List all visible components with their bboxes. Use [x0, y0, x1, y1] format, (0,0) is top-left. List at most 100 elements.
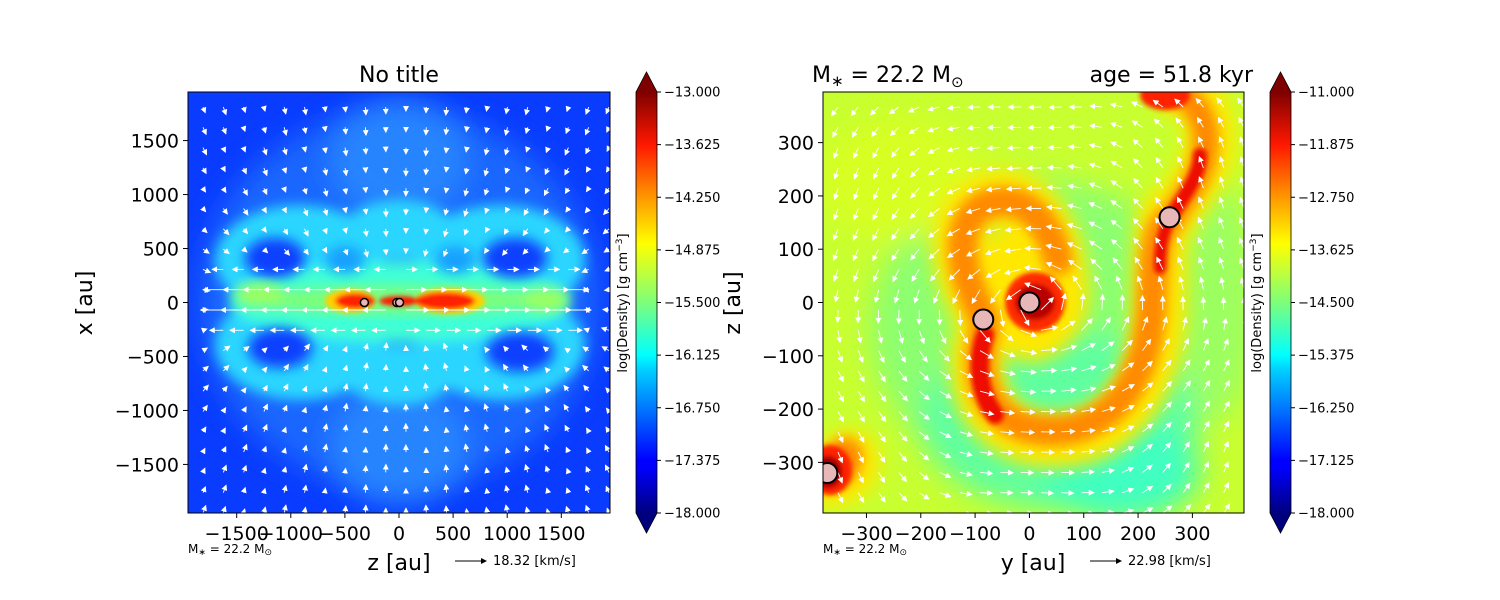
velocity-arrow	[260, 105, 267, 112]
velocity-arrow	[463, 208, 469, 217]
velocity-arrow	[423, 147, 430, 157]
velocity-arrow	[1000, 389, 1016, 396]
velocity-arrow	[321, 366, 328, 373]
velocity-arrow	[1046, 204, 1062, 211]
velocity-arrow	[301, 188, 308, 195]
velocity-arrow	[1239, 176, 1244, 189]
velocity-arrow	[1020, 388, 1037, 395]
velocity-arrow	[948, 269, 961, 281]
velocity-arrow	[1020, 368, 1037, 375]
velocity-arrow	[545, 386, 552, 394]
velocity-arrow	[583, 384, 590, 392]
y-tick-label: −300	[762, 452, 814, 474]
velocity-arrow	[442, 342, 449, 351]
x-tick-label: 500	[435, 523, 471, 545]
velocity-arrow	[838, 512, 839, 513]
velocity-arrow	[1090, 258, 1103, 270]
velocity-arrow	[1217, 116, 1225, 128]
sink-particle	[394, 297, 405, 308]
velocity-arrow	[1153, 118, 1164, 128]
velocity-arrow	[604, 464, 610, 473]
velocity-arrow	[544, 424, 550, 432]
velocity-arrow	[282, 345, 289, 353]
velocity-arrow	[1079, 293, 1086, 311]
velocity-arrow	[878, 512, 880, 513]
colorbar-tick-label: −13.625	[664, 138, 720, 153]
velocity-arrow	[222, 228, 230, 236]
velocity-arrow	[363, 362, 369, 371]
velocity-arrow	[261, 506, 268, 513]
velocity-arrow	[1088, 123, 1102, 130]
velocity-arrow	[1162, 359, 1172, 372]
velocity-arrow	[342, 364, 349, 372]
velocity-arrow	[980, 450, 994, 457]
velocity-arrow	[281, 426, 287, 434]
velocity-arrow	[1004, 226, 1021, 233]
panel-left-title: No title	[359, 63, 439, 88]
velocity-arrow	[1110, 200, 1123, 209]
velocity-arrow	[504, 167, 511, 175]
velocity-arrow	[1203, 379, 1211, 392]
velocity-arrow	[463, 188, 470, 197]
velocity-arrow	[582, 346, 589, 353]
velocity-arrow	[604, 266, 610, 272]
velocity-arrow	[282, 228, 289, 236]
velocity-arrow	[524, 484, 531, 493]
velocity-arrow	[1122, 446, 1135, 453]
velocity-arrow	[543, 187, 550, 197]
velocity-arrow	[321, 147, 328, 154]
velocity-arrow	[484, 445, 490, 453]
velocity-arrow	[930, 269, 940, 282]
velocity-arrow	[965, 187, 981, 194]
velocity-arrow	[927, 228, 940, 239]
velocity-arrow	[483, 147, 490, 156]
velocity-arrow	[1040, 346, 1058, 353]
velocity-arrow	[423, 363, 430, 371]
velocity-arrow	[565, 505, 571, 513]
velocity-arrow	[979, 330, 991, 344]
velocity-arrow	[301, 166, 308, 173]
velocity-arrow	[1182, 482, 1191, 493]
velocity-arrow	[1198, 276, 1205, 290]
velocity-arrow	[342, 248, 349, 256]
velocity-arrow	[878, 411, 887, 423]
velocity-arrow	[342, 147, 349, 157]
velocity-arrow	[322, 423, 329, 432]
velocity-arrow	[1203, 503, 1211, 513]
velocity-arrow	[837, 390, 845, 403]
velocity-arrow	[524, 445, 531, 453]
velocity-arrow	[910, 187, 920, 199]
y-tick-label: −100	[762, 346, 814, 368]
velocity-arrow	[464, 146, 470, 153]
sink-particles-right	[823, 206, 1181, 485]
velocity-arrow	[503, 345, 510, 353]
x-tick-label: 1500	[537, 523, 585, 545]
velocity-arrow	[563, 403, 570, 412]
y-tick-label: −500	[127, 346, 179, 368]
velocity-arrow	[1243, 440, 1244, 453]
velocity-arrow	[484, 506, 491, 513]
velocity-arrow	[966, 166, 981, 173]
velocity-arrow	[1218, 196, 1225, 209]
velocity-arrow	[302, 484, 308, 493]
velocity-arrow	[965, 248, 981, 257]
velocity-arrow	[321, 125, 328, 133]
velocity-arrow	[910, 248, 920, 261]
velocity-arrow	[262, 423, 268, 432]
colorbar-label-left: log(Density) [g cm−3]	[615, 233, 631, 372]
velocity-arrow	[584, 106, 591, 115]
velocity-arrow	[832, 269, 839, 282]
velocity-arrow	[1182, 380, 1191, 392]
velocity-arrow	[1067, 144, 1082, 151]
velocity-arrow	[959, 370, 974, 378]
velocity-arrow	[1005, 206, 1021, 213]
density-map-left	[188, 92, 610, 513]
velocity-arrow	[243, 345, 250, 352]
velocity-arrow	[927, 105, 940, 112]
velocity-arrow	[322, 465, 328, 473]
velocity-arrow	[322, 443, 329, 453]
colorbar-tick-label: −13.000	[664, 86, 720, 101]
y-tick-label: 0	[167, 293, 179, 315]
velocity-arrow	[582, 228, 590, 235]
velocity-arrow	[503, 383, 509, 392]
